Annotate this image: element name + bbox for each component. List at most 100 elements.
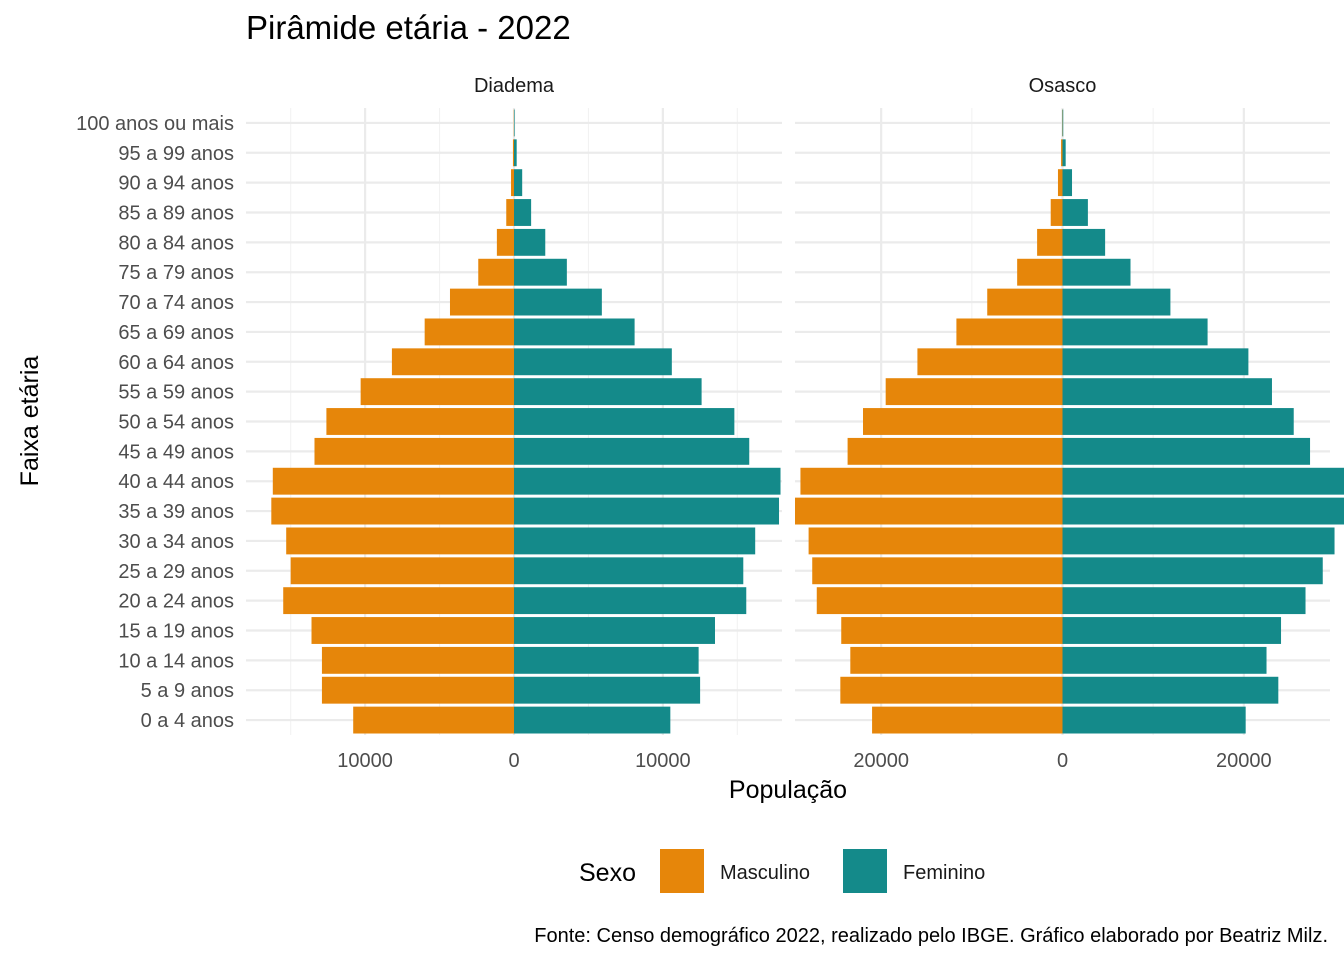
- facet-panels: 10000 0 10000 Diadema 20000 0 20000 Osasco: [246, 75, 1344, 772]
- bar-feminino-diadema-10-a-14-anos: [514, 646, 699, 674]
- bar-feminino-diadema-50-a-54-anos: [514, 408, 735, 435]
- bar-masculino-osasco-75-a-79-anos: [1017, 258, 1063, 286]
- legend-swatch-masculino: [660, 849, 704, 893]
- bar-feminino-diadema-85-a-89-anos: [514, 199, 532, 226]
- x-tick-label-diadema: 10000: [635, 750, 691, 772]
- y-tick-label: 15 a 19 anos: [118, 621, 234, 643]
- bar-masculino-diadema-25-a-29-anos: [290, 557, 514, 585]
- bar-masculino-diadema-70-a-74-anos: [449, 288, 514, 316]
- y-tick-label: 70 a 74 anos: [118, 292, 234, 314]
- bar-feminino-osasco-20-a-24-anos: [1062, 587, 1306, 615]
- y-tick-label: 10 a 14 anos: [118, 650, 234, 672]
- legend-label-feminino: Feminino: [903, 862, 985, 884]
- bar-feminino-osasco-60-a-64-anos: [1062, 348, 1249, 376]
- bar-feminino-diadema-70-a-74-anos: [514, 288, 602, 316]
- bar-feminino-osasco-45-a-49-anos: [1062, 437, 1311, 465]
- bar-feminino-osasco-70-a-74-anos: [1062, 288, 1171, 316]
- bar-masculino-osasco-40-a-44-anos: [800, 467, 1063, 495]
- bar-feminino-diadema-45-a-49-anos: [514, 437, 750, 465]
- bar-feminino-diadema-90-a-94-anos: [514, 169, 523, 197]
- bar-masculino-diadema-75-a-79-anos: [478, 258, 514, 286]
- bar-masculino-osasco-55-a-59-anos: [885, 378, 1063, 406]
- chart-title: Pirâmide etária - 2022: [246, 9, 571, 46]
- x-tick-label-diadema: 0: [508, 750, 519, 772]
- x-tick-label-osasco: 20000: [853, 750, 909, 772]
- bar-masculino-osasco-95-a-99-anos: [1061, 139, 1063, 167]
- y-tick-label: 0 a 4 anos: [141, 710, 234, 732]
- y-tick-label: 65 a 69 anos: [118, 322, 234, 344]
- bar-feminino-osasco-80-a-84-anos: [1062, 228, 1106, 256]
- x-tick-label-osasco: 20000: [1216, 750, 1272, 772]
- bar-feminino-osasco-95-a-99-anos: [1062, 139, 1066, 167]
- bar-feminino-osasco-5-a-9-anos: [1062, 676, 1279, 704]
- y-tick-label: 25 a 29 anos: [118, 561, 234, 583]
- y-axis-title: Faixa etária: [16, 356, 44, 487]
- bar-feminino-diadema-40-a-44-anos: [514, 467, 781, 495]
- bar-masculino-osasco-35-a-39-anos: [795, 497, 1063, 525]
- bar-masculino-diadema-80-a-84-anos: [496, 228, 514, 256]
- y-tick-label: 85 a 89 anos: [118, 203, 234, 225]
- bar-feminino-diadema-60-a-64-anos: [514, 348, 672, 376]
- y-tick-label: 95 a 99 anos: [118, 143, 234, 165]
- y-tick-label: 45 a 49 anos: [118, 441, 234, 463]
- bar-feminino-osasco-15-a-19-anos: [1062, 617, 1282, 644]
- bar-masculino-osasco-65-a-69-anos: [956, 318, 1063, 346]
- bar-masculino-diadema-35-a-39-anos: [271, 497, 514, 525]
- bar-feminino-diadema-5-a-9-anos: [514, 676, 701, 704]
- y-tick-label: 50 a 54 anos: [118, 412, 234, 434]
- x-axis-title: População: [729, 776, 847, 804]
- bar-feminino-osasco-50-a-54-anos: [1062, 408, 1294, 435]
- bar-masculino-osasco-60-a-64-anos: [917, 348, 1063, 376]
- y-tick-label: 40 a 44 anos: [118, 471, 234, 493]
- y-tick-label: 35 a 39 anos: [118, 501, 234, 523]
- bar-feminino-osasco-30-a-34-anos: [1062, 527, 1335, 555]
- bar-feminino-diadema-30-a-34-anos: [514, 527, 756, 555]
- bar-masculino-osasco-15-a-19-anos: [841, 617, 1063, 644]
- bar-masculino-diadema-95-a-99-anos: [512, 139, 514, 167]
- bar-masculino-diadema-10-a-14-anos: [321, 646, 514, 674]
- y-tick-label: 30 a 34 anos: [118, 531, 234, 553]
- bar-feminino-osasco-55-a-59-anos: [1062, 378, 1272, 406]
- bar-feminino-osasco-0-a-4-anos: [1062, 706, 1246, 734]
- bar-masculino-osasco-45-a-49-anos: [847, 437, 1063, 465]
- bar-masculino-diadema-5-a-9-anos: [321, 676, 514, 704]
- bar-feminino-osasco-40-a-44-anos: [1062, 467, 1344, 495]
- bar-masculino-osasco-30-a-34-anos: [808, 527, 1063, 555]
- bar-masculino-diadema-60-a-64-anos: [391, 348, 514, 376]
- y-tick-label: 80 a 84 anos: [118, 232, 234, 254]
- legend: Sexo Masculino Feminino: [579, 849, 985, 893]
- y-tick-label: 60 a 64 anos: [118, 352, 234, 374]
- legend-label-masculino: Masculino: [720, 862, 810, 884]
- bar-feminino-osasco-65-a-69-anos: [1062, 318, 1208, 346]
- bar-masculino-diadema-55-a-59-anos: [360, 378, 514, 406]
- bar-feminino-diadema-15-a-19-anos: [514, 617, 715, 644]
- bar-masculino-diadema-85-a-89-anos: [506, 199, 514, 226]
- bar-feminino-osasco-75-a-79-anos: [1062, 258, 1131, 286]
- bar-feminino-diadema-65-a-69-anos: [514, 318, 635, 346]
- bar-masculino-diadema-0-a-4-anos: [353, 706, 514, 734]
- facet-osasco: 20000 0 20000 Osasco: [795, 75, 1344, 772]
- facet-diadema: 10000 0 10000 Diadema: [246, 75, 782, 772]
- bar-masculino-diadema-20-a-24-anos: [283, 587, 514, 615]
- chart-caption: Fonte: Censo demográfico 2022, realizado…: [534, 925, 1328, 947]
- bar-feminino-osasco-85-a-89-anos: [1062, 199, 1088, 226]
- y-axis-tick-labels: 0 a 4 anos 5 a 9 anos 10 a 14 anos 15 a 19 …: [76, 113, 234, 732]
- y-tick-label: 20 a 24 anos: [118, 591, 234, 613]
- y-tick-label: 5 a 9 anos: [141, 680, 234, 702]
- bar-feminino-osasco-100-anos-ou-mais: [1062, 109, 1064, 137]
- bar-feminino-osasco-35-a-39-anos: [1062, 497, 1344, 525]
- legend-swatch-feminino: [843, 849, 887, 893]
- bar-masculino-diadema-50-a-54-anos: [326, 408, 514, 435]
- bar-masculino-diadema-40-a-44-anos: [272, 467, 514, 495]
- bar-masculino-diadema-15-a-19-anos: [311, 617, 514, 644]
- x-tick-label-diadema: 10000: [337, 750, 393, 772]
- bar-masculino-osasco-90-a-94-anos: [1057, 169, 1063, 197]
- bar-feminino-osasco-10-a-14-anos: [1062, 646, 1267, 674]
- bar-feminino-diadema-75-a-79-anos: [514, 258, 567, 286]
- bar-masculino-diadema-45-a-49-anos: [314, 437, 514, 465]
- bar-masculino-osasco-80-a-84-anos: [1037, 228, 1063, 256]
- bar-feminino-diadema-20-a-24-anos: [514, 587, 747, 615]
- bar-masculino-osasco-20-a-24-anos: [816, 587, 1063, 615]
- y-tick-label: 75 a 79 anos: [118, 262, 234, 284]
